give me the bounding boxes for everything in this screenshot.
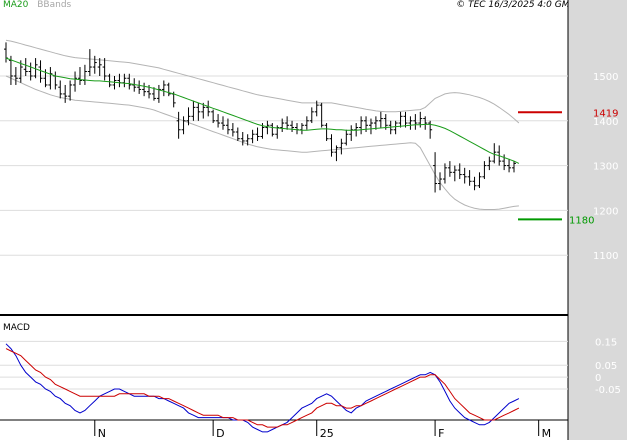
macd-signal-line <box>5 348 520 428</box>
macd-tick-label: 0 <box>595 373 601 384</box>
price-tick-label: 1400 <box>593 117 618 128</box>
macd-title: MACD <box>3 323 30 333</box>
macd-line <box>5 343 520 433</box>
chart-header: MA20 BBands <box>3 0 71 11</box>
price-tick-label: 1200 <box>593 206 618 217</box>
time-tick-label: N <box>98 427 106 440</box>
right-axis-panel <box>568 0 627 440</box>
bband-upper-line <box>5 39 520 124</box>
time-tick-label: F <box>438 427 444 440</box>
price-tick-label: 1100 <box>593 251 618 262</box>
legend-bbands: BBands <box>37 0 72 10</box>
bband-lower-line <box>5 75 519 210</box>
support-level-label: 1180 <box>569 215 594 226</box>
timestamp-label: © TEC 16/3/2025 4:0 GMT <box>456 0 575 10</box>
time-tick-label: 25 <box>320 427 334 440</box>
resistance-level-label: 1419 <box>593 108 618 119</box>
macd-tick-label: 0.15 <box>595 337 617 348</box>
price-tick-label: 1300 <box>593 162 618 173</box>
macd-tick-label: 0.05 <box>595 361 617 372</box>
price-tick-label: 1500 <box>593 72 618 83</box>
ma20-line <box>5 57 520 164</box>
time-tick-label: M <box>542 427 552 440</box>
macd-tick-label: -0.05 <box>595 385 621 396</box>
legend-ma20: MA20 <box>3 0 29 10</box>
time-tick-label: D <box>216 427 224 440</box>
